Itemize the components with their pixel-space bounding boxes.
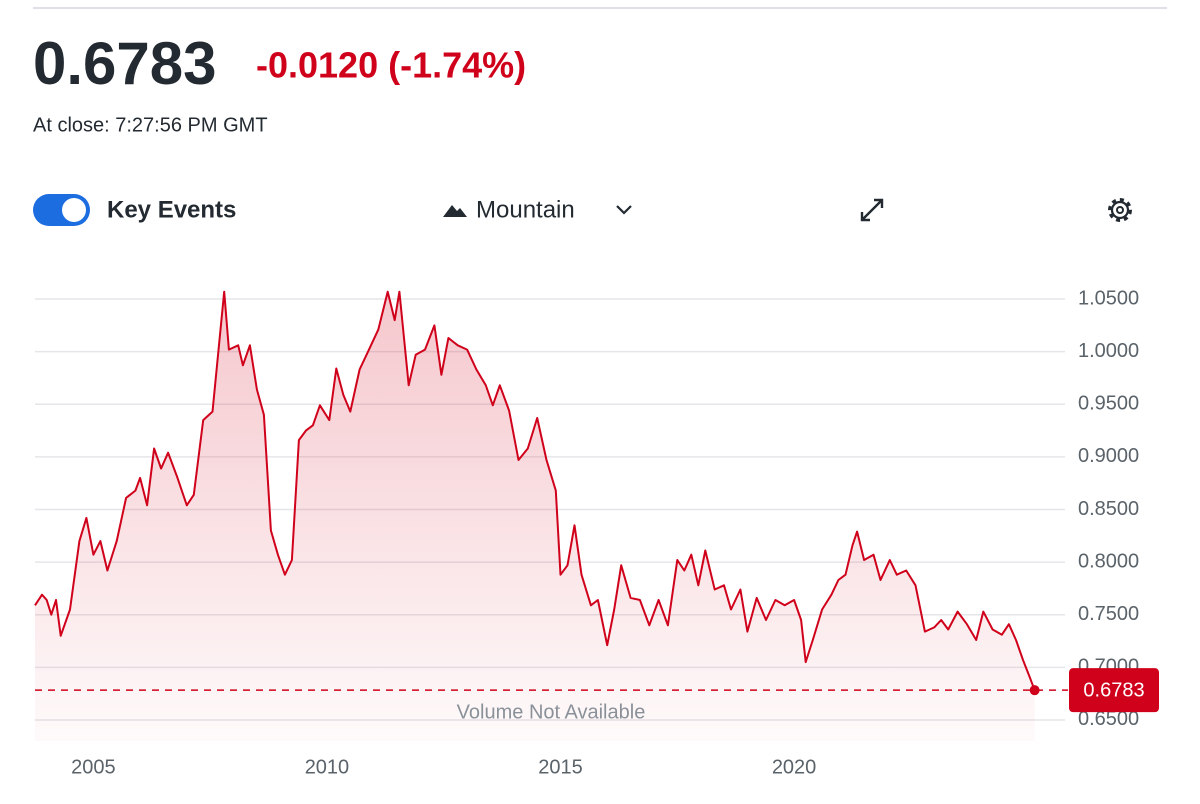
mountain-icon (443, 205, 467, 217)
chart-type-menu[interactable]: Mountain (443, 196, 632, 223)
area-fill (35, 291, 1035, 741)
last-point (1029, 685, 1040, 696)
y-tick-label: 1.0500 (1078, 287, 1139, 309)
x-tick-label: 2005 (71, 756, 116, 778)
key-events-toggle[interactable] (33, 194, 90, 226)
chart-type-label[interactable]: Mountain (476, 196, 575, 223)
y-tick-label: 1.0000 (1078, 340, 1139, 362)
key-events-label[interactable]: Key Events (107, 196, 236, 223)
expand-icon (860, 198, 884, 222)
x-tick-label: 2020 (772, 756, 817, 778)
gear-hole (1116, 206, 1124, 214)
volume-note: Volume Not Available (457, 701, 646, 723)
price-line (34, 290, 1036, 691)
y-tick-label: 0.9000 (1078, 445, 1139, 467)
expand-button[interactable] (860, 198, 884, 222)
last-price-badge (1069, 668, 1159, 713)
dropdown-chevron (616, 205, 632, 215)
last-price-label: 0.6783 (1083, 679, 1144, 701)
chart: 0.65000.70000.75000.80000.85000.90000.95… (34, 287, 1159, 778)
y-tick-label: 0.8000 (1078, 550, 1139, 572)
settings-button[interactable] (1108, 198, 1132, 222)
y-tick-label: 0.7500 (1078, 603, 1139, 625)
y-tick-label: 0.9500 (1078, 393, 1139, 415)
price: 0.6783 (33, 30, 217, 97)
gear-body (1110, 200, 1130, 220)
toggle-knob (62, 198, 86, 222)
x-tick-label: 2010 (305, 756, 350, 778)
y-tick-label: 0.6500 (1078, 708, 1139, 730)
y-tick-label: 0.8500 (1078, 498, 1139, 520)
x-tick-label: 2015 (538, 756, 583, 778)
close-time: At close: 7:27:56 PM GMT (33, 114, 268, 136)
price-change: -0.0120 (-1.74%) (256, 45, 526, 86)
